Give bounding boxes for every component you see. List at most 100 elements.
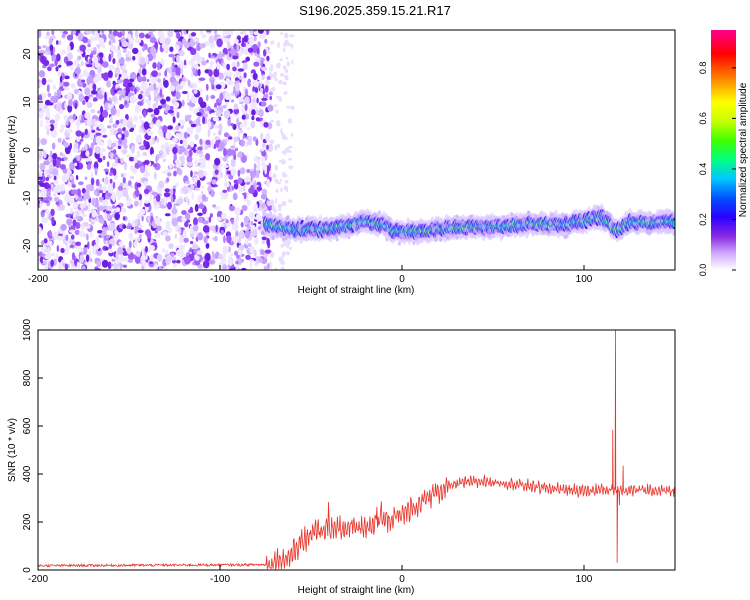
heatmap-noise-cell <box>44 35 51 40</box>
signal-speckle <box>287 234 291 239</box>
heatmap-noise-cell <box>192 224 199 232</box>
signal-speckle <box>287 225 291 230</box>
heatmap-noise-cell <box>44 125 51 130</box>
heatmap-noise-cell <box>138 124 143 134</box>
heatmap-noise-cell <box>172 185 177 189</box>
heatmap-noise-cell <box>55 159 61 169</box>
heatmap-noise-cell <box>74 88 79 95</box>
heatmap-noise-cell <box>92 83 97 91</box>
heatmap-noise-cell <box>75 216 81 220</box>
heatmap-noise-cell <box>46 84 50 93</box>
heatmap-noise-cell <box>123 161 128 171</box>
heatmap-noise-cell <box>118 241 124 246</box>
heatmap-noise-cell <box>208 69 213 77</box>
heatmap-noise-cell <box>207 185 212 194</box>
heatmap-noise-cell <box>206 83 209 91</box>
heatmap-noise-cell <box>186 30 189 35</box>
heatmap-noise-cell <box>126 247 132 255</box>
heatmap-noise-cell <box>137 236 141 242</box>
heatmap-noise-cell <box>97 157 103 163</box>
heatmap-noise-cell <box>110 107 117 116</box>
heatmap-noise-cell <box>116 79 123 84</box>
heatmap-noise-cell <box>58 64 62 68</box>
y-tick-label: 1000 <box>22 318 33 341</box>
heatmap-noise-cell <box>250 99 256 103</box>
heatmap-noise-cell <box>252 72 258 81</box>
heatmap-noise-cell <box>260 132 264 141</box>
heatmap-faint-cell <box>274 178 279 183</box>
heatmap-noise-cell <box>264 38 268 44</box>
heatmap-noise-cell <box>216 174 222 179</box>
heatmap-noise-cell <box>125 225 132 230</box>
heatmap-noise-cell <box>252 224 256 231</box>
heatmap-noise-cell <box>75 222 81 229</box>
heatmap-noise-cell <box>197 169 205 179</box>
heatmap-noise-cell <box>101 260 109 268</box>
y-tick-label: 20 <box>22 48 33 60</box>
heatmap-noise-cell <box>253 31 259 35</box>
heatmap-noise-cell <box>261 236 267 241</box>
heatmap-noise-cell <box>122 264 127 268</box>
heatmap-noise-cell <box>201 191 204 195</box>
heatmap-noise-cell <box>234 80 240 84</box>
heatmap-noise-cell <box>45 176 50 182</box>
heatmap-noise-cell <box>232 222 239 232</box>
heatmap-noise-cell <box>163 132 166 138</box>
heatmap-noise-cell <box>214 169 219 176</box>
heatmap-faint-cell <box>269 74 275 77</box>
x-tick-label: 100 <box>576 574 593 585</box>
heatmap-noise-cell <box>95 33 100 41</box>
x-tick-label: -200 <box>28 574 48 585</box>
heatmap-noise-cell <box>86 101 93 109</box>
heatmap-noise-cell <box>126 202 131 207</box>
heatmap-noise-cell <box>142 151 148 157</box>
heatmap-noise-cell <box>109 178 113 184</box>
heatmap-noise-cell <box>69 259 74 265</box>
heatmap-noise-cell <box>240 221 244 228</box>
heatmap-noise-cell <box>231 55 239 60</box>
heatmap-noise-cell <box>250 184 255 192</box>
heatmap-noise-cell <box>97 30 101 34</box>
heatmap-noise-cell <box>251 115 255 121</box>
heatmap-noise-cell <box>147 31 153 36</box>
heatmap-noise-cell <box>171 217 179 227</box>
heatmap-noise-cell <box>206 94 209 102</box>
heatmap-noise-cell <box>112 149 117 155</box>
heatmap-noise-cell <box>169 144 173 150</box>
heatmap-noise-cell <box>230 48 237 56</box>
heatmap-noise-cell <box>121 189 129 197</box>
signal-speckle <box>358 221 362 226</box>
signal-speckle <box>549 221 552 225</box>
heatmap-faint-cell <box>288 165 294 170</box>
heatmap-noise-cell <box>129 78 135 83</box>
heatmap-noise-cell <box>100 55 103 65</box>
heatmap-noise-cell <box>243 35 248 43</box>
signal-speckle <box>608 224 612 228</box>
heatmap-noise-cell <box>127 259 134 263</box>
heatmap-noise-cell <box>156 225 162 231</box>
colorbar-tick-label: 0.6 <box>698 112 708 125</box>
heatmap-noise-cell <box>169 188 174 196</box>
heatmap-noise-cell <box>194 159 199 168</box>
signal-speckle <box>551 225 555 230</box>
heatmap-noise-cell <box>223 148 227 157</box>
heatmap-noise-cell <box>91 56 99 63</box>
heatmap-noise-cell <box>197 232 204 241</box>
heatmap-noise-cell <box>102 72 109 81</box>
heatmap-noise-cell <box>121 133 125 141</box>
signal-band-mid <box>672 220 675 228</box>
heatmap-noise-cell <box>39 201 42 210</box>
signal-speckle <box>280 233 284 238</box>
signal-speckle <box>335 237 339 242</box>
heatmap-noise-cell <box>236 61 240 68</box>
heatmap-noise-cell <box>61 173 68 183</box>
signal-speckle <box>535 225 539 230</box>
heatmap-noise-cell <box>181 99 185 107</box>
heatmap-noise-cell <box>79 162 83 170</box>
heatmap-y-ticks: 20 10 0 -10 -20 <box>22 48 43 253</box>
heatmap-noise-cell <box>148 222 152 227</box>
heatmap-noise-cell <box>209 61 214 68</box>
heatmap-noise-cell <box>54 179 59 184</box>
heatmap-noise-cell <box>241 37 245 45</box>
heatmap-noise-cell <box>81 187 86 194</box>
